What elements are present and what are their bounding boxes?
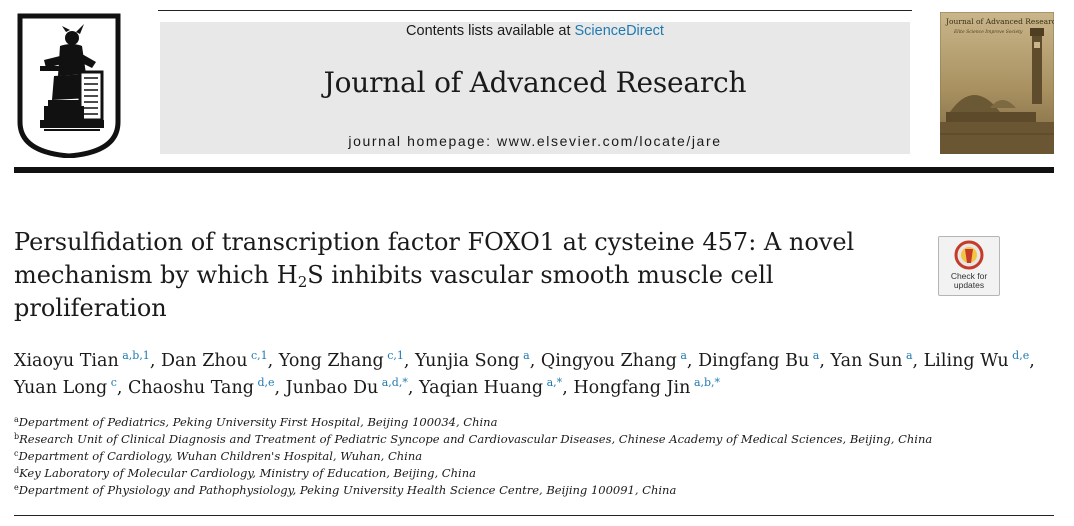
check-line-2: updates (953, 280, 985, 290)
affiliation-letter: b (14, 432, 20, 441)
article-title: Persulfidation of transcription factor F… (14, 226, 914, 325)
affiliation: aDepartment of Pediatrics, Peking Univer… (14, 414, 1054, 431)
affiliation: dKey Laboratory of Molecular Cardiology,… (14, 465, 1054, 482)
author-list: Xiaoyu Tian a,b,1, Dan Zhou c,1, Yong Zh… (14, 349, 1035, 398)
title-subscript: 2 (297, 273, 308, 291)
author-affiliation-marker[interactable]: a (680, 349, 687, 362)
author-affiliation-marker[interactable]: a (905, 349, 913, 362)
author[interactable]: Liling Wu d,e (923, 349, 1030, 371)
author-name[interactable]: Yaqian Huang (418, 378, 544, 398)
affiliation-text: Research Unit of Clinical Diagnosis and … (19, 432, 933, 446)
journal-title: Journal of Advanced Research (323, 66, 747, 99)
affiliation-text: Key Laboratory of Molecular Cardiology, … (19, 466, 476, 480)
author[interactable]: Junbao Du a,d,* (285, 376, 408, 398)
author-affiliation-marker[interactable]: d,e (257, 376, 275, 389)
author-name[interactable]: Junbao Du (285, 378, 379, 398)
author-affiliation-marker[interactable]: c,1 (251, 349, 268, 362)
author-affiliation-marker[interactable]: a (812, 349, 820, 362)
affiliation: eDepartment of Physiology and Pathophysi… (14, 482, 1054, 499)
author-affiliation-marker[interactable]: a,d,* (381, 376, 408, 389)
author[interactable]: Yan Sun a (830, 349, 913, 371)
journal-cover: Journal of Advanced Research Elite Scien… (940, 12, 1054, 154)
author-affiliation-marker[interactable]: d,e (1012, 349, 1030, 362)
author-name[interactable]: Xiaoyu Tian (14, 351, 119, 371)
affiliation-list: aDepartment of Pediatrics, Peking Univer… (14, 414, 1054, 499)
affiliation-text: Department of Cardiology, Wuhan Children… (18, 449, 423, 463)
affiliation-letter: c (14, 449, 19, 458)
cover-subtitle: Elite Science Improve Society (953, 29, 1023, 35)
author[interactable]: Yaqian Huang a,* (418, 376, 563, 398)
title-part-2: S inhibits vascular smooth muscle cell p… (14, 261, 774, 322)
author-name[interactable]: Yan Sun (830, 351, 903, 371)
author[interactable]: Qingyou Zhang a (540, 349, 687, 371)
author-affiliation-marker[interactable]: a (523, 349, 530, 362)
header-bottom-rule (14, 515, 1054, 516)
contents-prefix: Contents lists available at (406, 23, 575, 39)
author-name[interactable]: Liling Wu (923, 351, 1009, 371)
author-affiliation-marker[interactable]: a,b,1 (122, 349, 150, 362)
author-name[interactable]: Yunjia Song (415, 351, 520, 371)
affiliation-text: Department of Physiology and Pathophysio… (18, 483, 677, 497)
cover-title: Journal of Advanced Research (945, 17, 1054, 26)
affiliation: cDepartment of Cardiology, Wuhan Childre… (14, 448, 1054, 465)
check-for-updates-icon (954, 240, 984, 270)
affiliation-text: Department of Pediatrics, Peking Univers… (18, 415, 498, 429)
author[interactable]: Chaoshu Tang d,e (128, 376, 275, 398)
journal-masthead: Contents lists available at ScienceDirec… (160, 22, 910, 154)
author[interactable]: Dingfang Bu a (698, 349, 820, 371)
journal-homepage[interactable]: journal homepage: www.elsevier.com/locat… (348, 133, 722, 149)
affiliation-letter: e (14, 483, 19, 492)
author[interactable]: Xiaoyu Tian a,b,1 (14, 349, 150, 371)
check-for-updates-badge[interactable]: Check for updates (938, 236, 1000, 296)
author-name[interactable]: Dan Zhou (160, 351, 248, 371)
author-name[interactable]: Yong Zhang (278, 351, 384, 371)
publisher-logo (17, 13, 121, 158)
author-name[interactable]: Dingfang Bu (698, 351, 810, 371)
author-affiliation-marker[interactable]: a,b,* (693, 376, 721, 389)
affiliation: bResearch Unit of Clinical Diagnosis and… (14, 431, 1054, 448)
contents-line: Contents lists available at ScienceDirec… (160, 23, 910, 39)
masthead-bottom-rule (14, 167, 1054, 173)
affiliation-letter: d (14, 466, 20, 475)
affiliation-letter: a (14, 415, 19, 424)
author-affiliation-marker[interactable]: c (110, 376, 117, 389)
check-for-updates-label: Check for updates (939, 272, 999, 290)
author[interactable]: Yunjia Song a (415, 349, 530, 371)
author[interactable]: Dan Zhou c,1 (160, 349, 268, 371)
author-name[interactable]: Chaoshu Tang (128, 378, 254, 398)
author[interactable]: Hongfang Jin a,b,* (573, 376, 721, 398)
check-line-1: Check for (950, 271, 988, 281)
author-name[interactable]: Yuan Long (14, 378, 108, 398)
title-part-1: Persulfidation of transcription factor F… (14, 228, 855, 289)
author-affiliation-marker[interactable]: c,1 (387, 349, 404, 362)
author[interactable]: Yong Zhang c,1 (278, 349, 404, 371)
masthead-top-rule (158, 10, 912, 11)
author[interactable]: Yuan Long c (14, 376, 117, 398)
author-affiliation-marker[interactable]: a,* (546, 376, 563, 389)
author-name[interactable]: Qingyou Zhang (540, 351, 677, 371)
sciencedirect-link[interactable]: ScienceDirect (574, 23, 664, 39)
author-name[interactable]: Hongfang Jin (573, 378, 691, 398)
